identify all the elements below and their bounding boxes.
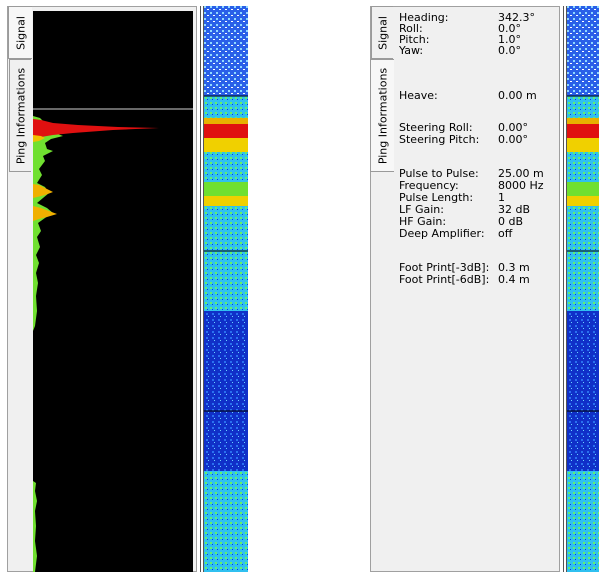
ping-info-label: LF Gain: [399, 203, 444, 216]
ping-info-value: 0.0° [498, 44, 521, 57]
ping-info-value: 8000 Hz [498, 179, 544, 192]
ping-info-value: 0.00 m [498, 89, 537, 102]
ping-info-value: 0.4 m [498, 273, 530, 286]
ping-info-label: Heading: [399, 11, 449, 24]
signal-peak-highlight [33, 135, 45, 142]
right-sonar-strip [563, 6, 599, 572]
ping-info-label: Yaw: [399, 44, 424, 57]
ping-info-label: Deep Amplifier: [399, 227, 485, 240]
signal-plot [33, 11, 193, 572]
ping-info-value: 1 [498, 191, 505, 204]
ping-info-label: Frequency: [399, 179, 459, 192]
ping-info-label: Foot Print[-6dB]: [399, 273, 490, 286]
signal-lower-returns [33, 481, 37, 572]
ping-info-label: Foot Print[-3dB]: [399, 261, 490, 274]
left-sonar-strip [200, 6, 251, 572]
tab-signal[interactable]: Signal [8, 6, 32, 59]
signal-amplitude-trace [33, 108, 193, 572]
right-ping-info-panel [370, 6, 560, 572]
left-sonar-image [204, 6, 248, 572]
ping-info-label: Roll: [399, 22, 423, 35]
ping-info-value: 0.0° [498, 22, 521, 35]
ping-info-label: Steering Roll: [399, 121, 473, 134]
ping-info-value: 0.00° [498, 133, 528, 146]
signal-secondary-peak-1 [33, 184, 53, 198]
ping-info-value: off [498, 227, 513, 240]
ping-info-value: 1.0° [498, 33, 521, 46]
ping-info-value: 0.3 m [498, 261, 530, 274]
tab-ping-informations[interactable]: Ping Informations [9, 59, 31, 172]
ping-info-value: 342.3° [498, 11, 535, 24]
tab-ping-informations-label: Ping Informations [376, 67, 389, 164]
tab-signal-label: Signal [14, 15, 27, 50]
signal-secondary-peak-2 [33, 206, 57, 221]
ping-info-label: HF Gain: [399, 215, 447, 228]
ping-info-value: 0.00° [498, 121, 528, 134]
ping-info-label: Pulse to Pulse: [399, 167, 479, 180]
tab-signal[interactable]: Signal [371, 6, 393, 59]
right-sonar-image [567, 6, 599, 572]
tab-ping-informations-label: Ping Informations [14, 67, 27, 164]
ping-info-value: 25.00 m [498, 167, 544, 180]
ping-info-label: Steering Pitch: [399, 133, 480, 146]
signal-main-peak [33, 119, 159, 138]
ping-info-label: Pitch: [399, 33, 430, 46]
ping-info-label: Heave: [399, 89, 438, 102]
ping-info-value: 32 dB [498, 203, 531, 216]
ping-info-value: 0 dB [498, 215, 524, 228]
ping-info-label: Pulse Length: [399, 191, 474, 204]
tab-ping-informations[interactable]: Ping Informations [370, 59, 394, 172]
signal-green-envelope [33, 116, 63, 331]
tab-signal-label: Signal [376, 15, 389, 50]
